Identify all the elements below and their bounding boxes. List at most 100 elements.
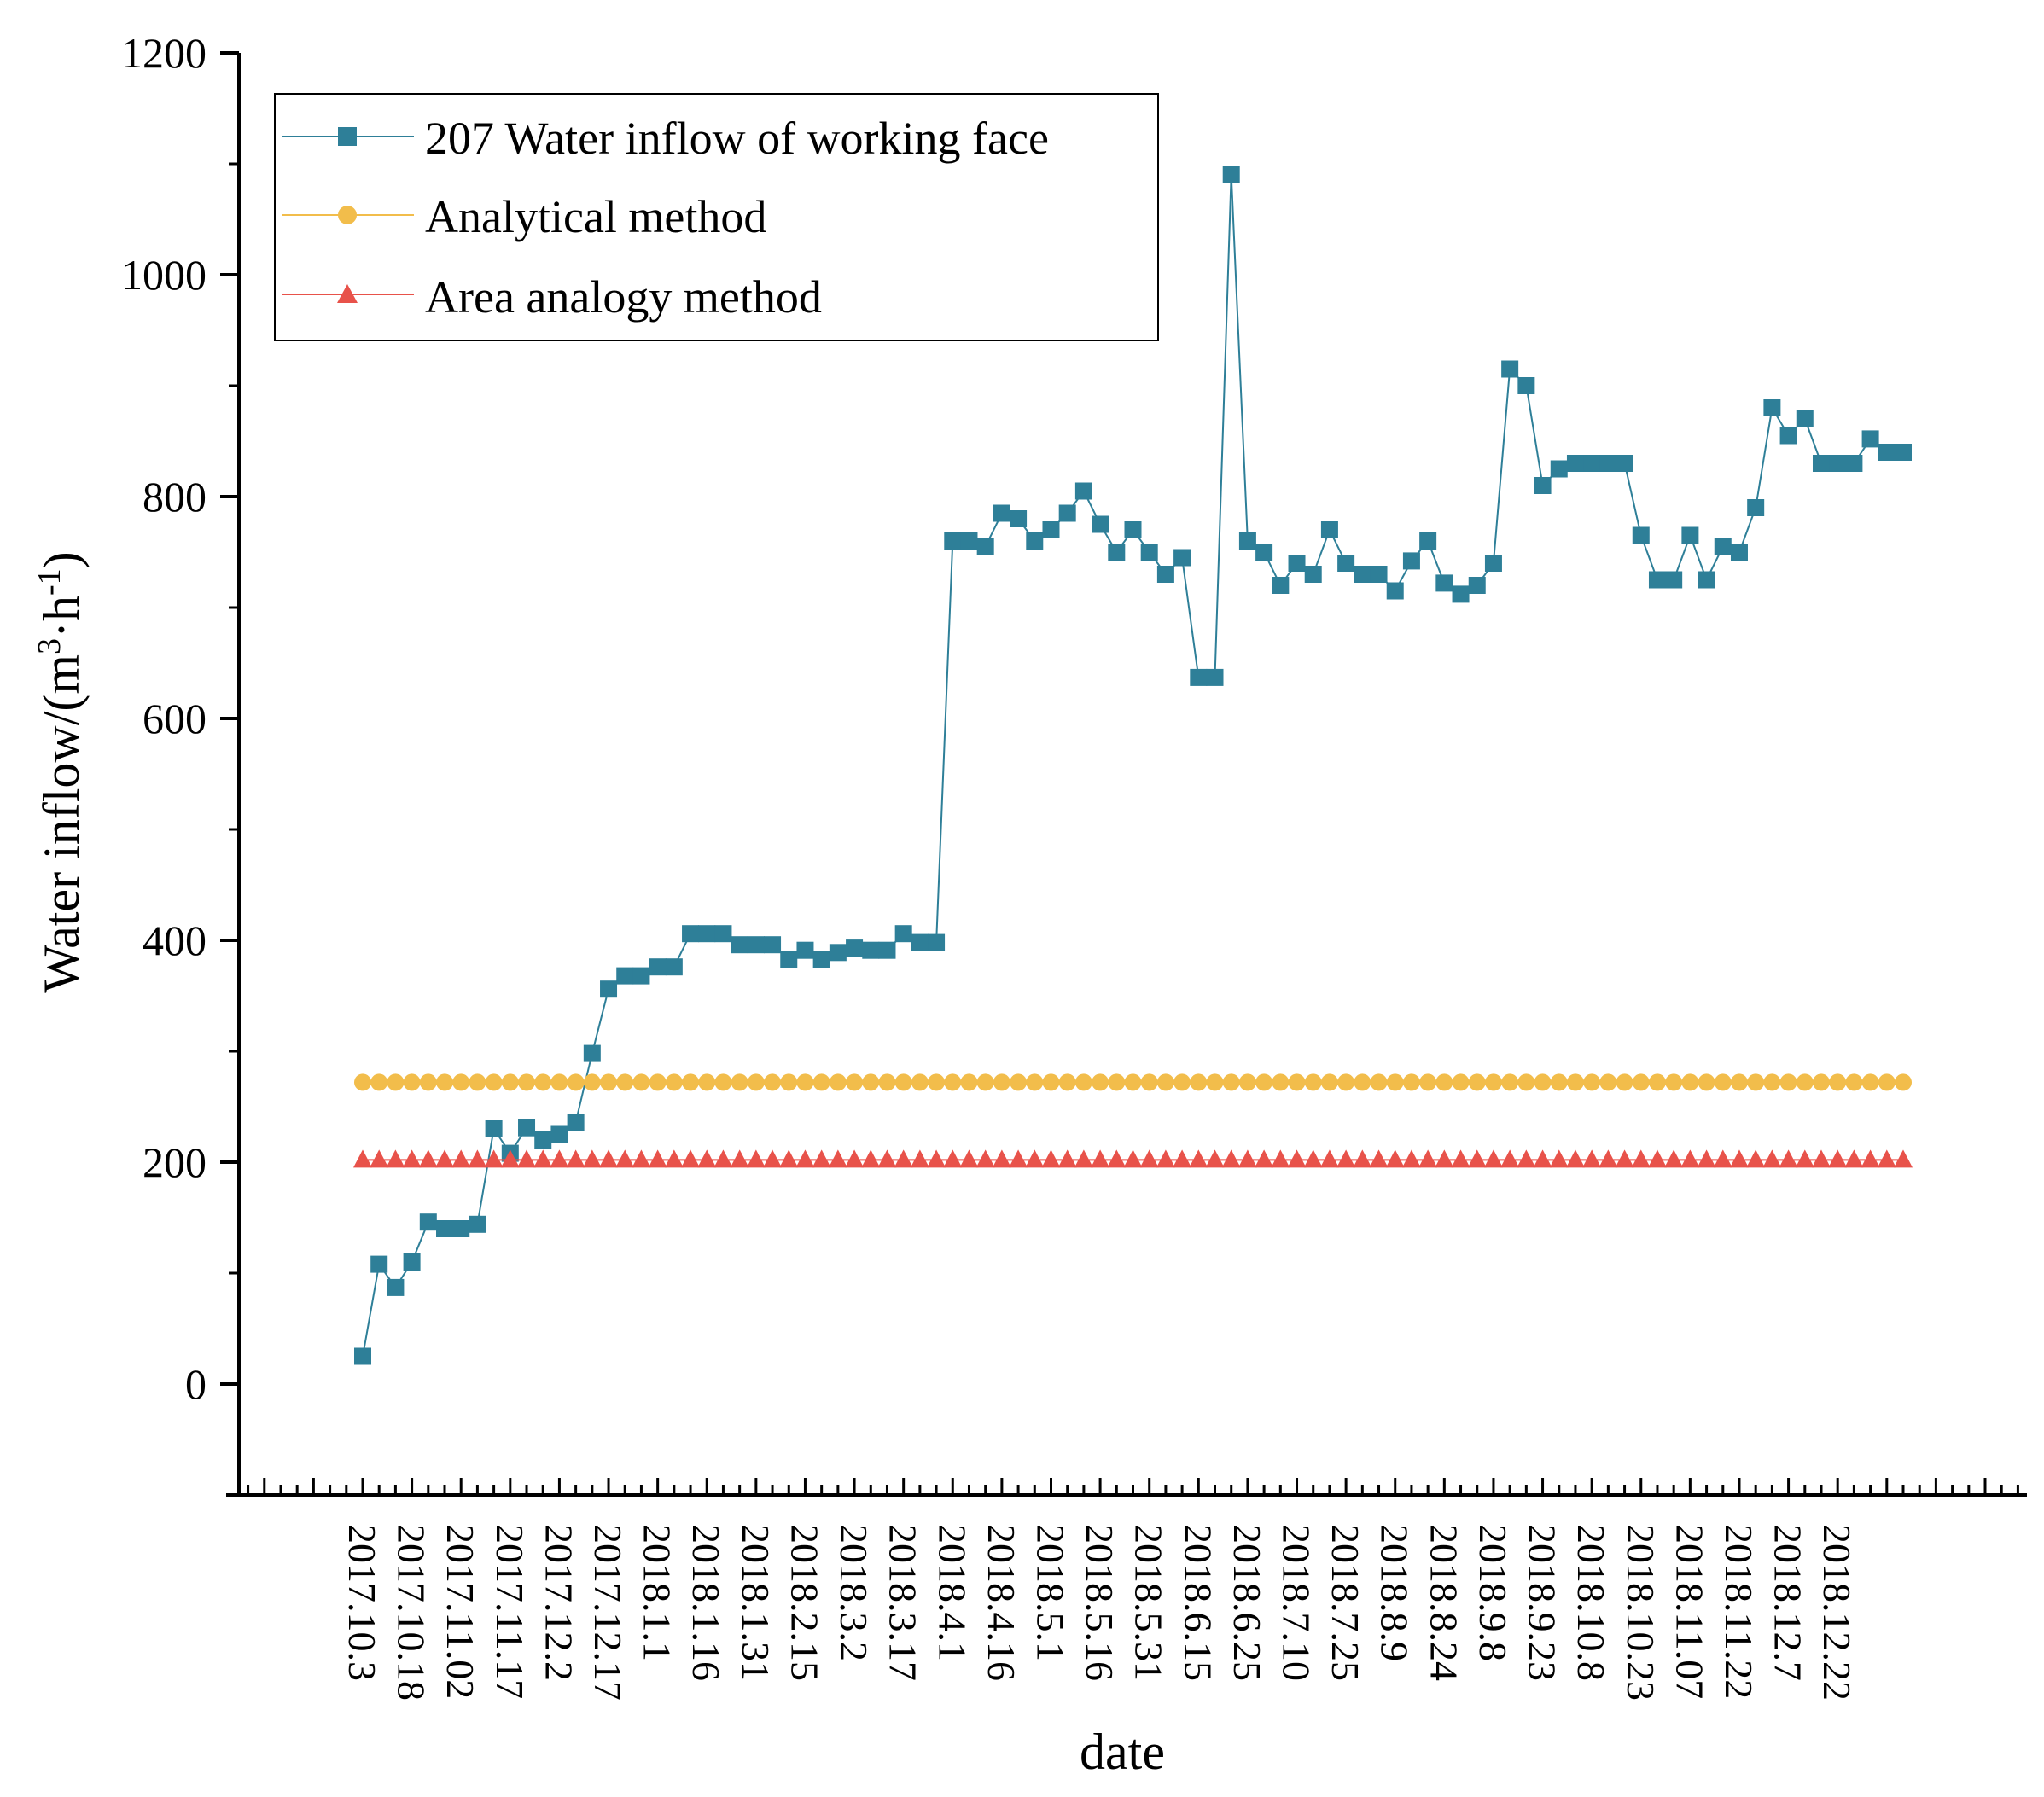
data-point-square [1566, 455, 1584, 472]
data-point-square [894, 925, 912, 943]
legend-square-marker [338, 127, 357, 146]
x-tick-label: 2017.12.17 [586, 1524, 630, 1701]
data-point-square [714, 925, 732, 943]
data-point-circle [1550, 1073, 1568, 1091]
y-axis: 0 200 400 600 800 1000 1200 [121, 29, 241, 1497]
data-point-triangle [1762, 1149, 1782, 1168]
data-point-triangle [386, 1149, 405, 1168]
data-point-square [1468, 577, 1486, 594]
data-point-circle [1681, 1073, 1699, 1091]
y-tick-label: 400 [143, 916, 207, 964]
legend-label-area-analogy: Area analogy method [425, 271, 822, 323]
data-point-square [370, 1255, 388, 1273]
data-point-square [1698, 571, 1715, 589]
data-point-square [1092, 515, 1109, 533]
data-point-circle [501, 1073, 519, 1091]
data-point-circle [534, 1073, 552, 1091]
data-point-triangle [1107, 1149, 1127, 1168]
data-point-square [1435, 574, 1453, 592]
data-point-square [1861, 430, 1879, 448]
data-point-square [616, 967, 634, 985]
data-point-square [1238, 532, 1256, 550]
data-point-triangle [1647, 1149, 1667, 1168]
data-point-square [1206, 668, 1224, 686]
data-point-square [518, 1119, 536, 1137]
data-point-circle [1468, 1073, 1486, 1091]
data-point-circle [1665, 1073, 1683, 1091]
data-point-square [928, 933, 946, 951]
data-point-triangle [468, 1149, 487, 1168]
series-layer [353, 166, 1913, 1365]
data-point-triangle [1369, 1149, 1389, 1168]
data-point-triangle [828, 1149, 847, 1168]
data-point-circle [452, 1073, 470, 1091]
data-point-circle [993, 1073, 1010, 1091]
data-point-triangle [1565, 1149, 1585, 1168]
data-point-square [1665, 571, 1683, 589]
data-point-square [1255, 544, 1273, 561]
data-point-square [1074, 482, 1092, 500]
data-point-square [1517, 377, 1535, 394]
x-tick-label: 2018.10.23 [1619, 1524, 1663, 1701]
x-tick-label: 2018.4.16 [980, 1524, 1023, 1681]
data-point-circle [469, 1073, 486, 1091]
data-point-square [1534, 477, 1552, 494]
data-point-triangle [1828, 1149, 1848, 1168]
data-point-triangle [435, 1149, 455, 1168]
data-point-square [436, 1220, 454, 1237]
data-point-triangle [1844, 1149, 1864, 1168]
data-point-triangle [599, 1149, 619, 1168]
data-point-triangle [1057, 1149, 1077, 1168]
data-point-circle [862, 1073, 880, 1091]
data-point-square [1714, 538, 1732, 555]
data-point-square [632, 967, 650, 985]
data-point-triangle [795, 1149, 815, 1168]
data-point-circle [1632, 1073, 1650, 1091]
data-point-square [1779, 427, 1797, 445]
data-point-triangle [697, 1149, 717, 1168]
data-point-circle [1074, 1073, 1092, 1091]
data-point-triangle [681, 1149, 701, 1168]
data-point-circle [698, 1073, 716, 1091]
x-tick-label: 2018.10.8 [1569, 1524, 1613, 1681]
data-point-square [1878, 444, 1896, 461]
data-point-circle [600, 1073, 618, 1091]
data-point-triangle [1746, 1149, 1766, 1168]
data-point-triangle [550, 1149, 569, 1168]
data-point-circle [928, 1073, 946, 1091]
data-point-circle [649, 1073, 667, 1091]
y-tick-label: 600 [143, 695, 207, 742]
x-tick-label: 2018.1.16 [684, 1524, 728, 1681]
y-tick-label: 1000 [121, 251, 207, 299]
data-point-triangle [1074, 1149, 1093, 1168]
data-point-circle [550, 1073, 568, 1091]
data-point-triangle [1894, 1149, 1913, 1168]
legend-item-analytical: Analytical method [282, 191, 766, 242]
data-point-square [812, 951, 830, 968]
data-point-triangle [1861, 1149, 1880, 1168]
data-point-square [944, 532, 962, 550]
data-point-circle [1173, 1073, 1191, 1091]
data-point-triangle [1009, 1149, 1028, 1168]
data-point-triangle [1664, 1149, 1684, 1168]
data-point-triangle [353, 1149, 372, 1168]
legend-triangle-marker [337, 284, 358, 303]
data-point-circle [1402, 1073, 1420, 1091]
data-point-triangle [910, 1149, 929, 1168]
data-point-triangle [1123, 1149, 1143, 1168]
data-point-square [1763, 399, 1781, 416]
data-point-circle [960, 1073, 978, 1091]
data-point-square [1730, 544, 1748, 561]
data-point-circle [354, 1073, 371, 1091]
data-point-circle [944, 1073, 962, 1091]
x-tick-label: 2018.9.23 [1521, 1524, 1564, 1681]
data-point-square [1829, 455, 1847, 472]
x-tick-label: 2018.4.1 [930, 1524, 974, 1661]
data-point-circle [1026, 1073, 1044, 1091]
data-point-triangle [779, 1149, 799, 1168]
data-point-circle [1796, 1073, 1814, 1091]
data-point-square [1747, 499, 1765, 516]
x-tick-label: 2018.6.25 [1226, 1524, 1269, 1681]
data-point-circle [1763, 1073, 1781, 1091]
data-point-square [1222, 166, 1240, 183]
